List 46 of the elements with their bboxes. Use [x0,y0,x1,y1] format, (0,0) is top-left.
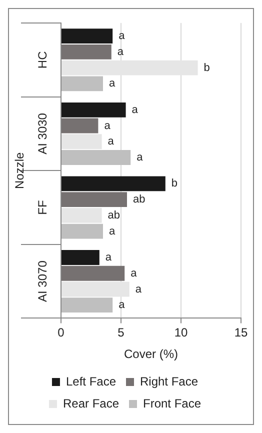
legend-label: Right Face [140,374,198,388]
data-label: ab [133,194,146,206]
x-tick-label: 10 [174,326,188,340]
data-label: a [108,136,115,148]
data-label: ab [108,209,120,222]
y-axis-title: Nozzle [12,152,27,189]
bar [62,208,102,223]
bar [62,44,112,60]
y-tick-label: FF [35,200,50,215]
bar [62,102,126,118]
bar [62,60,198,76]
bar [62,118,98,134]
data-label: a [109,225,116,238]
x-axis-title: Cover (%) [124,347,178,362]
data-label: a [135,283,142,296]
bar [62,134,102,150]
data-label: b [204,62,210,74]
data-label: b [171,178,178,190]
data-label: a [109,78,116,90]
bar [62,298,113,313]
y-tick-label: HC [35,50,50,69]
data-label: a [117,46,124,58]
legend-label: Rear Face [62,396,120,410]
bar [62,76,103,92]
bar [62,28,113,44]
legend-label: Front Face [143,396,202,410]
bar [62,282,130,297]
x-tick-label: 0 [58,326,65,340]
data-label: a [105,252,112,264]
y-tick-label: AI 3030 [35,112,50,154]
bar [62,224,103,239]
data-label: a [118,299,126,312]
bar [62,150,131,165]
bar [62,266,125,281]
bar [62,250,100,265]
data-label: a [136,152,144,164]
data-label: a [104,120,112,132]
data-label: a [130,267,138,280]
x-tick-label: 5 [118,326,125,340]
data-label: a [118,30,126,42]
y-tick-label: AI 3070 [35,260,50,302]
bar [62,176,166,192]
x-tick-label: 15 [234,326,248,340]
bar [62,192,127,208]
data-label: a [132,104,139,116]
legend-label: Left Face [66,374,116,388]
